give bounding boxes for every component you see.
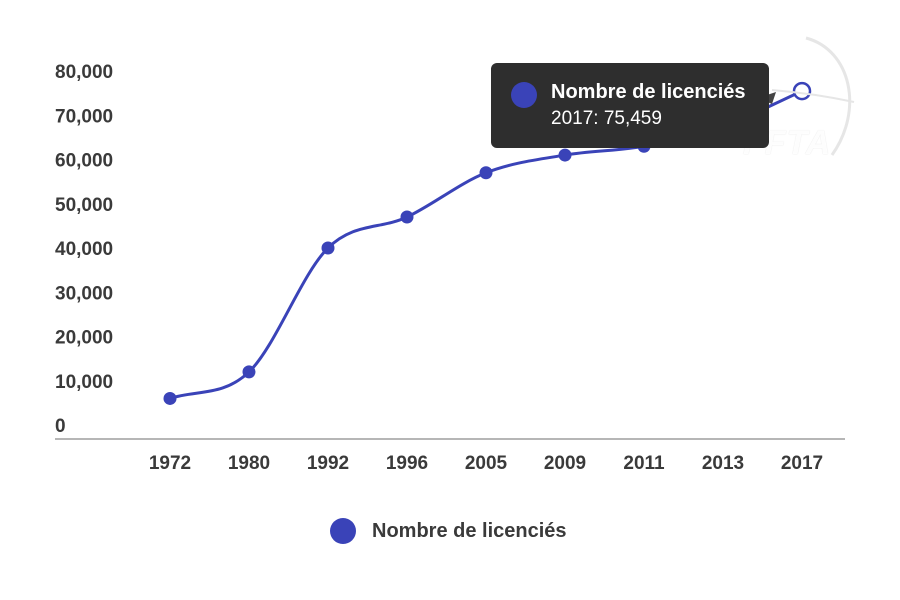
- y-tick-label: 20,000: [55, 328, 113, 349]
- y-tick-label: 80,000: [55, 62, 113, 83]
- tooltip-title: Nombre de licenciés: [551, 81, 746, 103]
- data-point[interactable]: [558, 148, 572, 162]
- x-tick-label: 1972: [149, 453, 191, 474]
- x-tick-label: 2013: [702, 453, 744, 474]
- data-point[interactable]: [242, 365, 256, 379]
- y-tick-label: 60,000: [55, 151, 113, 172]
- tooltip-series-dot: [511, 82, 537, 108]
- y-tick-label: 50,000: [55, 195, 113, 216]
- data-point-active[interactable]: [792, 81, 812, 101]
- x-tick-label: 1996: [386, 453, 428, 474]
- y-tick-label: 40,000: [55, 239, 113, 260]
- y-tick-label: 30,000: [55, 283, 113, 304]
- x-tick-label: 1980: [228, 453, 270, 474]
- y-axis-ticks: 0 10,000 20,000 30,000 40,000 50,000 60,000 70,…: [55, 62, 113, 437]
- legend-swatch: [330, 518, 356, 544]
- x-axis-ticks: 1972 1980 1992 1996 2005 2009 2011 2013 2017: [149, 453, 823, 474]
- y-tick-label: 0: [55, 416, 66, 437]
- x-tick-label: 2011: [623, 453, 665, 474]
- y-tick-label: 70,000: [55, 106, 113, 127]
- data-point[interactable]: [163, 391, 177, 405]
- legend[interactable]: Nombre de licenciés: [330, 516, 567, 546]
- legend-label: Nombre de licenciés: [372, 519, 567, 542]
- x-tick-label: 2017: [781, 453, 823, 474]
- data-point[interactable]: [321, 241, 335, 255]
- x-tick-label: 2009: [544, 453, 586, 474]
- tooltip-value: 2017: 75,459: [551, 108, 662, 129]
- x-tick-label: 1992: [307, 453, 349, 474]
- y-tick-label: 10,000: [55, 372, 113, 393]
- data-point[interactable]: [479, 166, 493, 180]
- data-tooltip: Nombre de licenciés 2017: 75,459: [491, 63, 769, 148]
- data-point[interactable]: [400, 210, 414, 224]
- x-tick-label: 2005: [465, 453, 508, 474]
